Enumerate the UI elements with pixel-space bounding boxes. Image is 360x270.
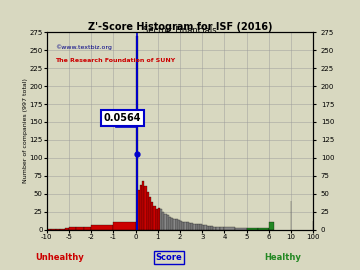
Bar (158, 208, 160, 230)
Bar (220, 227, 224, 230)
Bar (193, 224, 195, 230)
Bar (171, 218, 173, 230)
Bar (224, 227, 235, 230)
Bar (151, 201, 153, 229)
Bar (136, 36, 138, 230)
Bar (60, 229, 64, 230)
Bar (144, 187, 147, 230)
Y-axis label: Number of companies (997 total): Number of companies (997 total) (23, 79, 28, 183)
Bar (51, 229, 56, 230)
Bar (200, 224, 202, 229)
Bar (69, 227, 76, 230)
Bar (153, 206, 156, 230)
Bar (76, 227, 84, 230)
Bar (167, 215, 169, 229)
Text: ©www.textbiz.org: ©www.textbiz.org (55, 44, 112, 50)
Bar (149, 197, 151, 230)
Bar (142, 181, 144, 229)
Text: The Research Foundation of SUNY: The Research Foundation of SUNY (55, 58, 175, 63)
Bar (64, 228, 69, 230)
Bar (213, 227, 216, 230)
Bar (84, 227, 91, 230)
Text: Healthy: Healthy (264, 253, 301, 262)
Bar (204, 225, 207, 229)
Bar (156, 210, 158, 230)
Bar (165, 214, 167, 230)
Bar (162, 212, 165, 230)
Bar (138, 190, 140, 230)
Bar (211, 226, 213, 229)
Title: Z'-Score Histogram for ISF (2016): Z'-Score Histogram for ISF (2016) (88, 22, 272, 32)
Bar (182, 222, 184, 230)
Bar (173, 219, 176, 230)
Bar (216, 227, 220, 230)
Bar (207, 226, 209, 229)
Bar (169, 217, 171, 230)
Bar (47, 229, 51, 230)
Bar (91, 225, 113, 229)
Bar (247, 228, 258, 230)
Bar (180, 221, 182, 230)
Bar (186, 222, 189, 230)
Bar (258, 228, 269, 230)
Text: Score: Score (156, 253, 182, 262)
Bar (195, 224, 198, 230)
Bar (209, 226, 211, 229)
Text: Unhealthy: Unhealthy (36, 253, 85, 262)
Bar (269, 222, 274, 230)
Bar (56, 229, 60, 230)
Bar (113, 222, 136, 230)
Text: 0.0564: 0.0564 (104, 113, 141, 123)
Bar (184, 222, 186, 230)
Bar (176, 220, 178, 230)
Text: Sector: Financials: Sector: Financials (143, 26, 217, 35)
Bar (198, 224, 200, 229)
Bar (202, 225, 204, 229)
Bar (140, 185, 142, 230)
Bar (189, 223, 191, 230)
Bar (160, 210, 162, 230)
Bar (235, 228, 247, 230)
Bar (178, 220, 180, 230)
Bar (191, 223, 193, 230)
Bar (147, 191, 149, 230)
